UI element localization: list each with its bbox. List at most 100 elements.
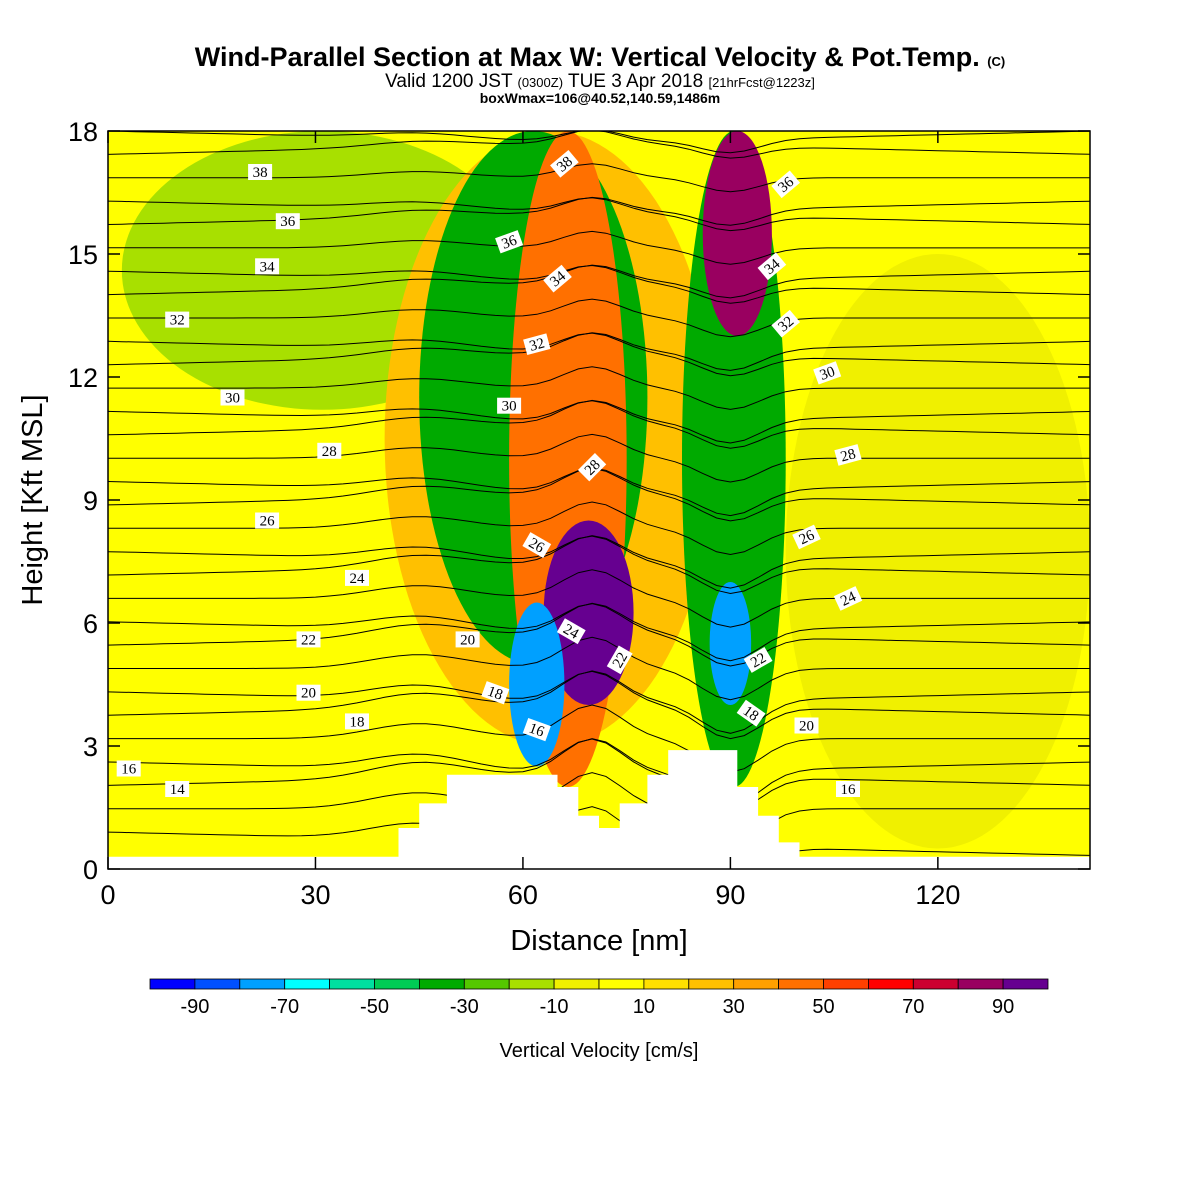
- theta-contour-line: [108, 131, 1090, 155]
- theta-label-bg: [606, 645, 633, 675]
- theta-contour-line: [108, 264, 1090, 304]
- theta-label-text: 20: [460, 632, 475, 648]
- theta-contour-line: [108, 366, 1090, 410]
- theta-label: 36: [275, 213, 300, 230]
- theta-label-bg: [248, 164, 273, 180]
- theta-label: 20: [296, 684, 321, 702]
- y-tick-label: 15: [68, 240, 98, 270]
- colorbar-swatch: [239, 978, 286, 990]
- valid-utc: (0300Z): [517, 75, 564, 90]
- y-axis-label: Height [Kft MSL]: [17, 394, 49, 605]
- theta-contour-line: [108, 332, 1090, 371]
- colorbar-tick-label: -30: [450, 996, 479, 1018]
- axis-ticks: [107, 130, 1090, 870]
- theta-label: 24: [556, 618, 586, 645]
- theta-label: 22: [296, 631, 321, 648]
- theta-label-bg: [736, 699, 766, 727]
- x-tick-label: 120: [915, 880, 960, 910]
- colorbar-swatch: [733, 978, 780, 990]
- colorbar-tick-label: -90: [180, 996, 209, 1018]
- theta-label-bg: [834, 444, 862, 466]
- theta-label: 30: [220, 389, 245, 407]
- theta-contour-line: [108, 433, 1090, 483]
- theta-label: 34: [255, 258, 280, 275]
- x-tick-label: 0: [100, 880, 115, 910]
- theta-label-text: 16: [841, 782, 857, 798]
- colorbar-label: Vertical Velocity [cm/s]: [500, 1040, 699, 1062]
- theta-label-bg: [757, 252, 787, 281]
- theta-contour-line: [108, 131, 1090, 159]
- colorbar-swatch: [418, 978, 465, 990]
- colorbar-tick-label: 10: [633, 996, 655, 1018]
- y-tick-label: 12: [68, 363, 98, 393]
- colorbar-swatch: [508, 978, 555, 990]
- theta-label: 18: [345, 713, 369, 730]
- theta-label-bg: [833, 586, 863, 611]
- theta-label: 16: [836, 781, 860, 798]
- theta-label-bg: [220, 389, 245, 406]
- theta-label-text: 16: [121, 762, 137, 778]
- colorbar-swatch: [957, 978, 1004, 990]
- theta-contour-line: [108, 704, 1090, 773]
- chart-subtitle: Valid 1200 JST (0300Z) TUE 3 Apr 2018 [2…: [0, 71, 1200, 93]
- theta-labels: 38 36 34 32 30 28 26 24 22 20 18 16 14 38 36 34 32 30 28 26…: [116, 149, 863, 798]
- theta-label-bg: [771, 170, 801, 199]
- theta-label-bg: [813, 361, 842, 385]
- theta-contour-line: [108, 196, 1090, 226]
- theta-label-text: 22: [748, 650, 769, 671]
- theta-label-text: 16: [527, 720, 547, 740]
- theta-label-bg: [345, 713, 369, 730]
- colorbar-swatch: [329, 978, 375, 990]
- theta-label-bg: [522, 717, 551, 742]
- theta-contour-line: [108, 670, 1090, 740]
- theta-label-text: 32: [170, 313, 185, 329]
- theta-label-text: 14: [170, 782, 186, 798]
- theta-contour-line: [108, 806, 1090, 869]
- theta-contour-line: [108, 670, 1090, 734]
- theta-label: 36: [771, 170, 801, 199]
- forecast-info: [21hrFcst@1223z]: [708, 75, 815, 90]
- theta-label-text: 38: [253, 165, 268, 181]
- theta-label-bg: [497, 397, 522, 414]
- terrain-mask: [108, 750, 1090, 869]
- theta-contour-line: [108, 569, 1090, 628]
- colorbar-swatch: [643, 978, 690, 990]
- colorbar-swatch: [553, 978, 600, 990]
- velocity-cell-10: [785, 254, 1090, 849]
- theta-label: 14: [165, 781, 190, 798]
- theta-label-text: 24: [350, 571, 366, 587]
- theta-label-text: 26: [260, 514, 276, 530]
- theta-label-text: 20: [799, 719, 814, 735]
- title-text: Wind-Parallel Section at Max W: Vertical…: [194, 42, 980, 72]
- copyright-mark: (C): [987, 54, 1006, 69]
- theta-label-text: 26: [797, 527, 818, 548]
- theta-label-bg: [455, 631, 480, 648]
- theta-label: 24: [833, 586, 863, 611]
- theta-label-bg: [522, 532, 552, 559]
- theta-label-text: 18: [350, 714, 365, 730]
- theta-label: 30: [813, 361, 842, 385]
- y-tick-label: 6: [83, 609, 98, 639]
- theta-label-text: 30: [225, 391, 240, 407]
- theta-label: 34: [757, 252, 787, 281]
- theta-label-text: 36: [500, 232, 520, 252]
- theta-label-text: 18: [485, 684, 505, 704]
- theta-label: 38: [248, 164, 273, 181]
- colorbar-swatch: [149, 978, 196, 990]
- theta-label-text: 24: [838, 589, 859, 610]
- theta-label-bg: [296, 631, 321, 648]
- colorbar-tick-label: -10: [540, 996, 569, 1018]
- theta-label-bg: [543, 264, 572, 293]
- colorbar-tick-label: 90: [992, 996, 1014, 1018]
- x-tick-label: 90: [715, 880, 745, 910]
- colorbar-tick-label: -50: [360, 996, 389, 1018]
- theta-contour-line: [108, 399, 1090, 444]
- colorbar-tick-label: 50: [812, 996, 834, 1018]
- theta-label-text: 32: [528, 335, 547, 354]
- theta-contour-line: [108, 603, 1090, 667]
- y-tick-label: 18: [68, 117, 98, 147]
- colorbar-swatch: [823, 978, 869, 990]
- chart-title: Wind-Parallel Section at Max W: Vertical…: [0, 42, 1200, 73]
